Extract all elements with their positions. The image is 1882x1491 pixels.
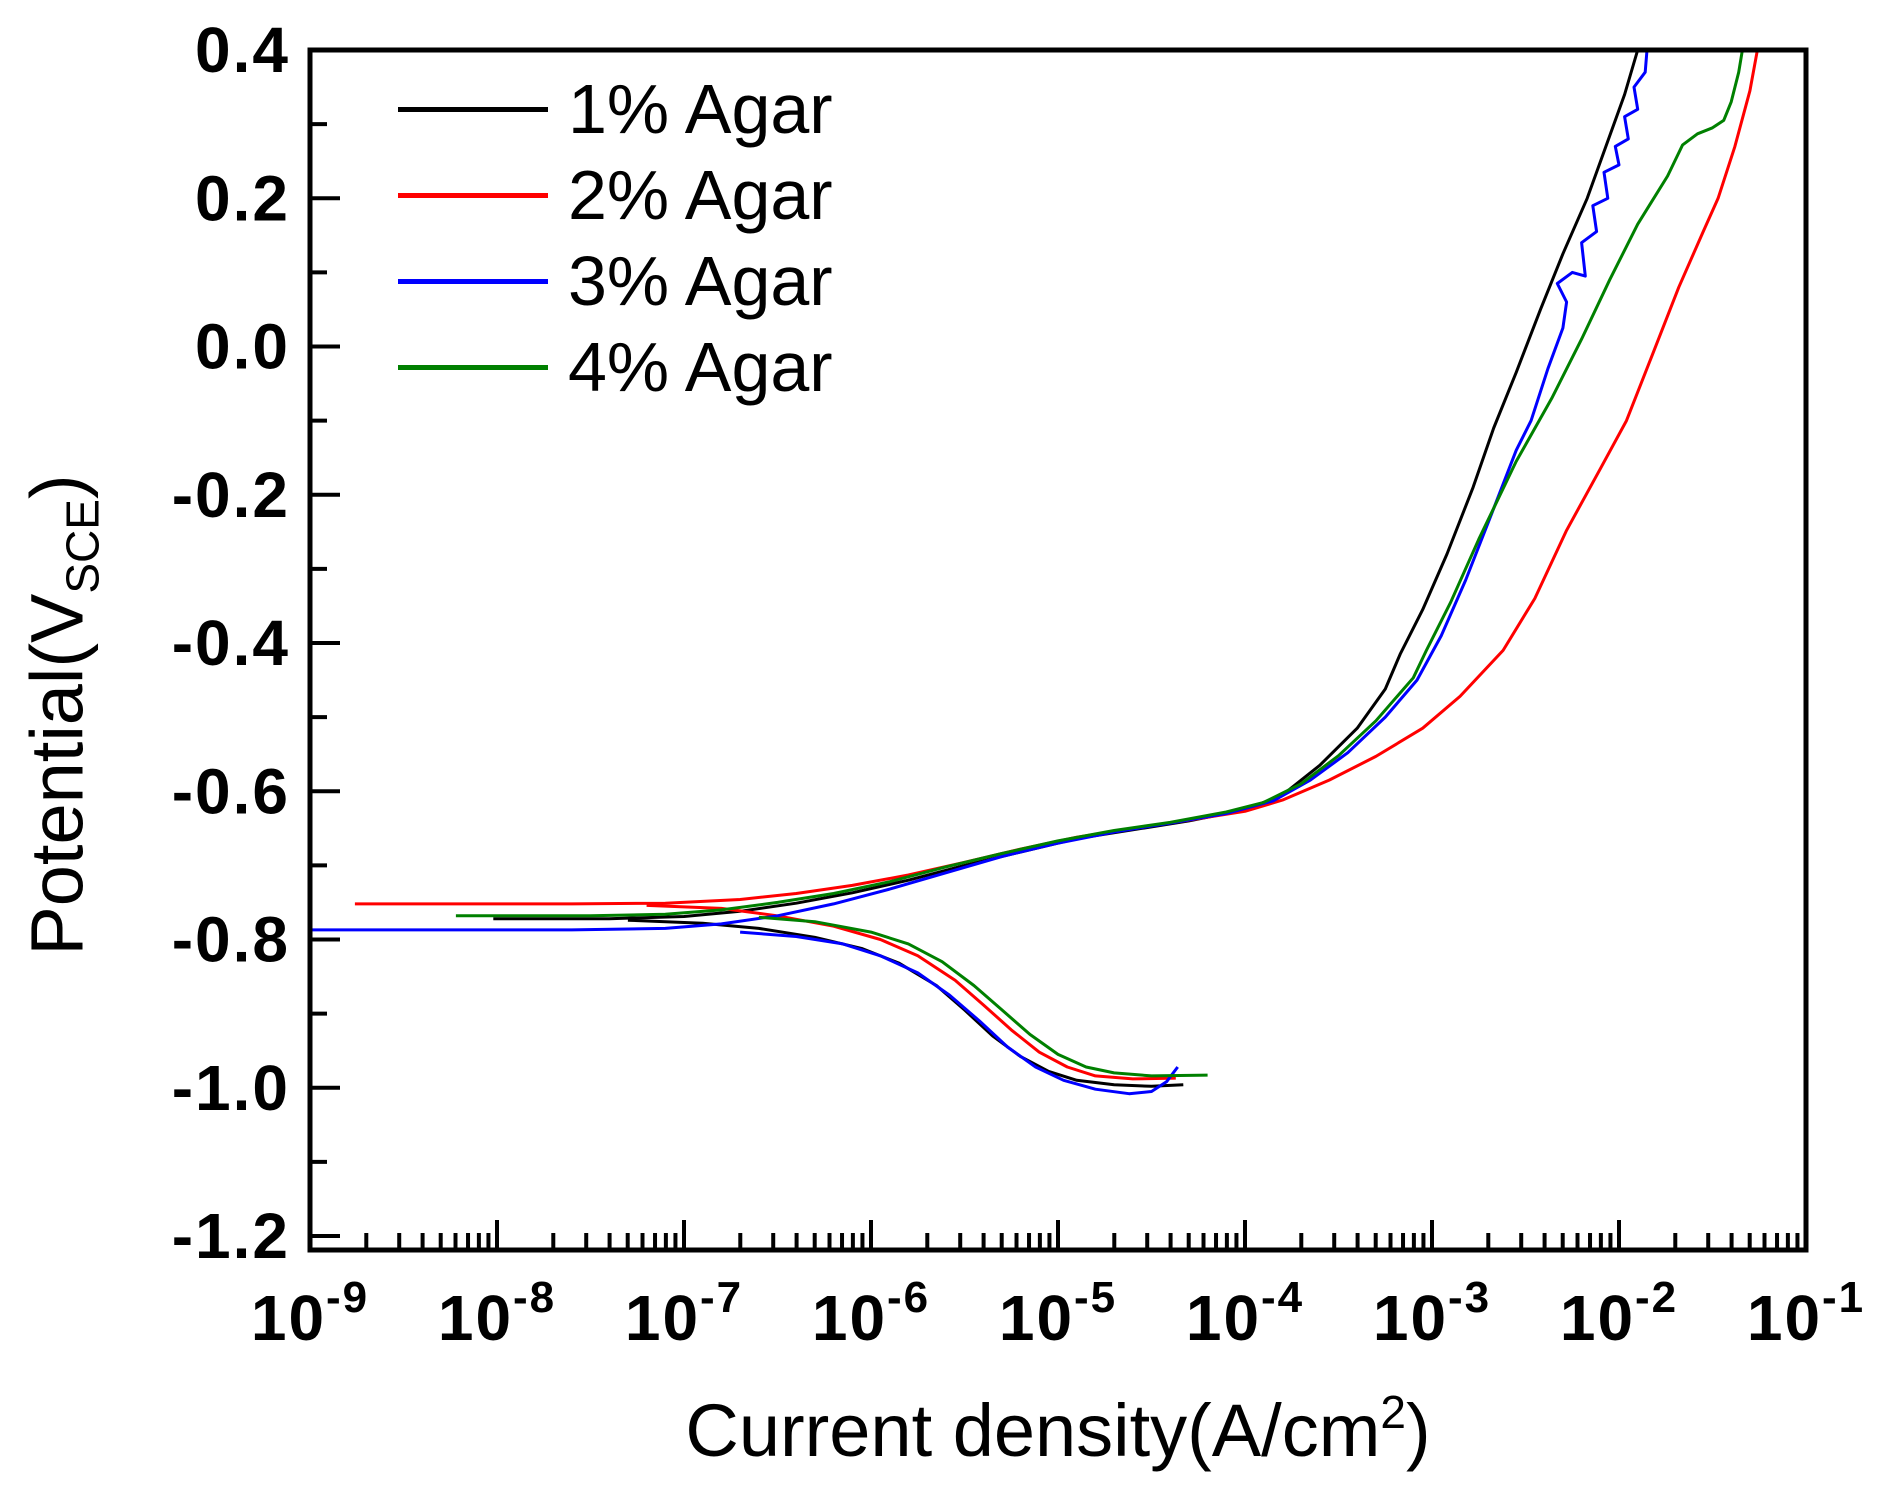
y-axis-title-main: Potential(V — [15, 593, 99, 956]
x-tick-label: 10-3 — [1373, 1273, 1491, 1354]
x-tick-label: 10-5 — [999, 1273, 1117, 1354]
x-tick-label: 10-6 — [812, 1273, 930, 1354]
y-tick-label: -0.4 — [172, 607, 290, 679]
x-tick-label: 10-1 — [1747, 1273, 1865, 1354]
curve-3pct-agar-cathodic — [739, 930, 1179, 1096]
x-axis-title: Current density(A/cm2) — [685, 1385, 1430, 1473]
curve-4pct-agar-anodic — [455, 49, 1744, 918]
x-tick-label: 10-8 — [438, 1273, 556, 1354]
legend-line-sample-3pct — [398, 278, 548, 284]
legend-label-2pct: 2% Agar — [568, 156, 833, 234]
x-tick-label: 10-4 — [1186, 1273, 1304, 1354]
legend-line-sample-4pct — [398, 364, 548, 370]
x-tick-label: 10-9 — [251, 1273, 369, 1354]
x-axis-title-close: ) — [1405, 1389, 1431, 1472]
y-tick-label: -1.2 — [172, 1200, 290, 1272]
curve-4pct-agar-cathodic — [758, 915, 1208, 1078]
curve-2pct-agar-anodic — [354, 49, 1759, 906]
y-tick-label: -0.6 — [172, 755, 290, 827]
curve-1pct-agar-cathodic — [627, 918, 1184, 1088]
curve-3pct-agar-anodic — [310, 49, 1649, 932]
legend-label-4pct: 4% Agar — [568, 328, 833, 406]
y-tick-label: 0.2 — [195, 162, 290, 234]
curve-2pct-agar-cathodic — [646, 903, 1176, 1081]
y-axis-title: Potential(VSCE) — [15, 474, 110, 955]
x-axis-title-superscript: 2 — [1380, 1386, 1406, 1438]
y-tick-label: -1.0 — [172, 1052, 290, 1124]
y-tick-label: 0.4 — [195, 14, 290, 86]
x-tick-label: 10-7 — [625, 1273, 743, 1354]
y-axis-title-subscript: SCE — [56, 499, 109, 594]
x-axis-title-main: Current density(A/cm — [685, 1389, 1381, 1472]
legend-item-1pct-agar: 1% Agar — [398, 66, 833, 152]
legend: 1% Agar 2% Agar 3% Agar 4% Agar — [398, 66, 833, 410]
x-tick-label: 10-2 — [1560, 1273, 1678, 1354]
legend-line-sample-2pct — [398, 192, 548, 198]
legend-item-2pct-agar: 2% Agar — [398, 152, 833, 238]
legend-label-1pct: 1% Agar — [568, 70, 833, 148]
y-axis-title-close: ) — [15, 474, 99, 500]
legend-label-3pct: 3% Agar — [568, 242, 833, 320]
legend-item-3pct-agar: 3% Agar — [398, 238, 833, 324]
legend-line-sample-1pct — [398, 106, 548, 112]
y-tick-label: -0.8 — [172, 904, 290, 976]
legend-item-4pct-agar: 4% Agar — [398, 324, 833, 410]
curve-1pct-agar-anodic — [493, 49, 1640, 921]
y-tick-label: -0.2 — [172, 459, 290, 531]
y-tick-label: 0.0 — [195, 311, 290, 383]
